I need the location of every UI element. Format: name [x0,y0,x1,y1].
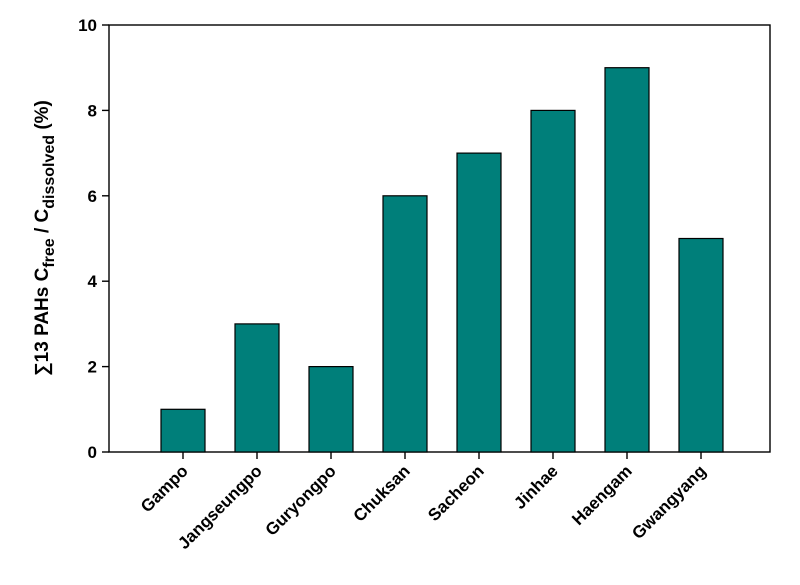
bars-group [160,67,724,453]
bar-sacheon [456,152,502,453]
y-tick-label: 2 [88,358,97,377]
bar-gampo [160,408,206,453]
y-tick-label: 6 [88,187,97,206]
y-axis: 0 2 4 6 8 10 [78,16,109,462]
y-tick-label: 8 [88,101,97,120]
x-category-label: Gwangyang [628,461,710,543]
x-category-label: Haengam [568,461,636,529]
bar-jangseungpo [234,323,280,453]
bar-gwangyang [678,237,724,453]
bar-guryongpo [308,366,354,453]
y-axis-title: ∑13 PAHs Cfree / Cdissolved (%) [32,100,58,376]
x-category-label: Guryongpo [262,461,340,539]
y-tick-label: 10 [78,16,97,35]
bar-jinhae [530,109,576,453]
x-category-label: Chuksan [350,461,414,525]
y-tick-label: 4 [88,272,98,291]
y-tick-label: 0 [88,443,97,462]
plot-area [108,24,771,453]
x-category-label: Jinhae [510,461,562,513]
x-category-label: Gampo [137,461,192,516]
x-category-label: Sacheon [424,461,488,525]
bar-chuksan [382,195,428,453]
plot-frame [108,24,771,453]
bar-haengam [604,67,650,453]
